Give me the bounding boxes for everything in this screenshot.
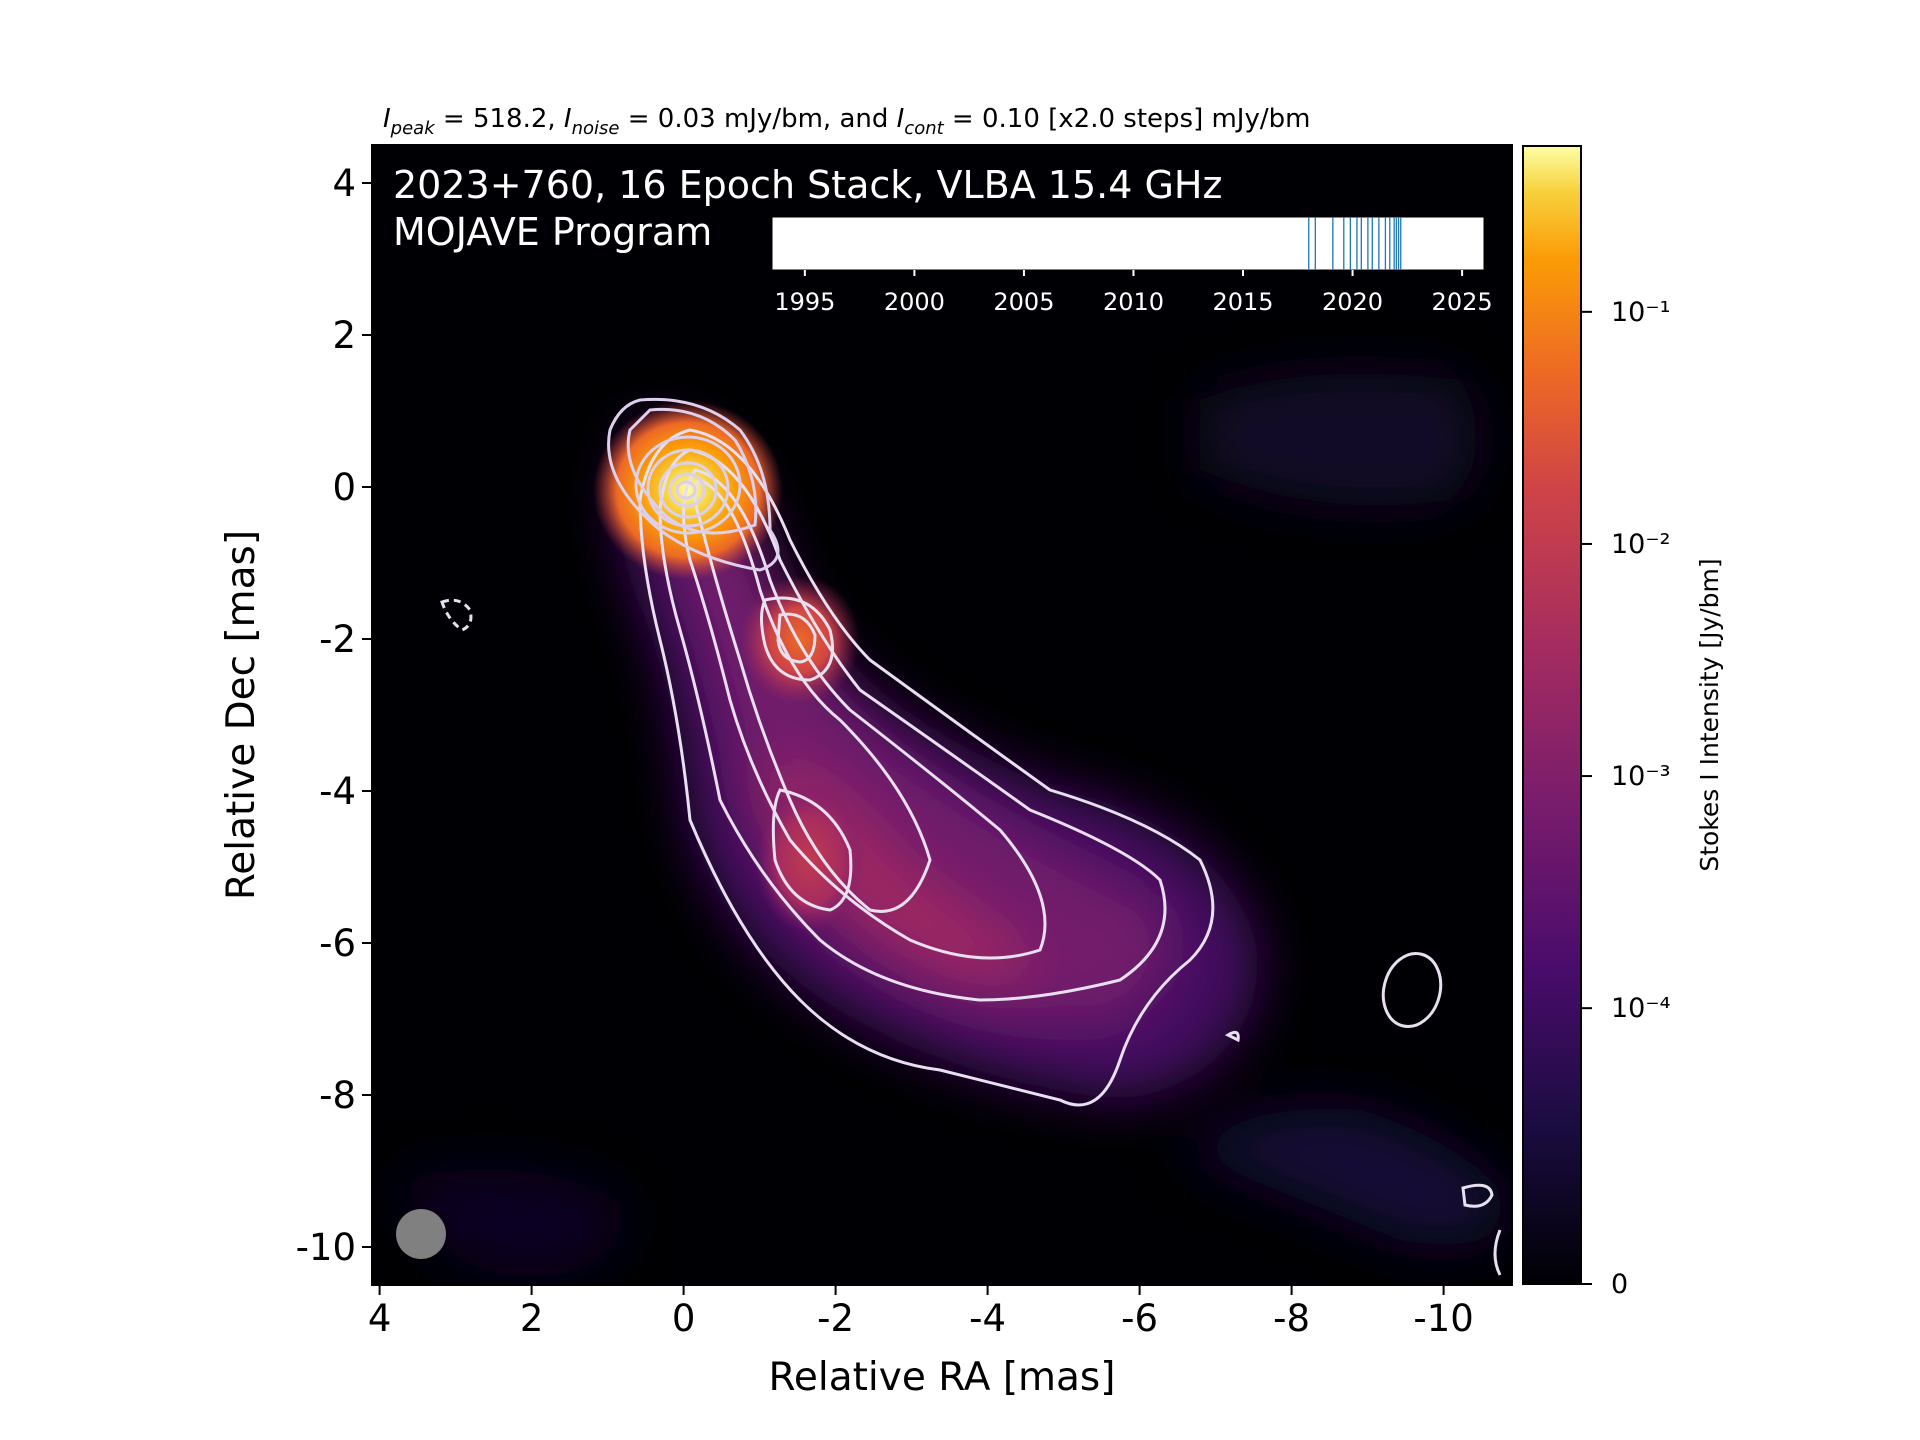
map-subtitle: MOJAVE Program — [393, 210, 712, 254]
map-title: 2023+760, 16 Epoch Stack, VLBA 15.4 GHz — [393, 163, 1222, 207]
beam-ellipse — [396, 1209, 446, 1259]
colorbar-tick-label: 10⁻³ — [1611, 761, 1670, 792]
noise-label: I — [564, 104, 572, 134]
timeline-tick-label: 2005 — [993, 288, 1054, 316]
intensity-map — [372, 145, 1512, 1285]
colorbar-ticks: 10⁻¹ 10⁻² 10⁻³ 10⁻⁴ 0 — [1581, 297, 1670, 1300]
x-tick-label: 0 — [672, 1297, 696, 1340]
timeline-tick-label: 1995 — [774, 288, 835, 316]
contour-2 — [658, 448, 1167, 1002]
cont-value: = 0.10 [x2.0 steps] mJy/bm — [944, 104, 1311, 134]
x-ticks: 4 2 0 -2 -4 -6 -8 -10 — [368, 1285, 1474, 1340]
timeline-ticks: 1995 2000 2005 2010 2015 2020 2025 — [774, 270, 1493, 316]
y-tick-label: 2 — [332, 314, 356, 357]
x-tick-label: -4 — [969, 1297, 1006, 1340]
y-ticks: 4 2 0 -2 -4 -6 -8 -10 — [296, 162, 372, 1269]
timeline-tick-label: 2025 — [1432, 288, 1493, 316]
y-tick-label: -4 — [319, 770, 356, 813]
y-tick-label: -2 — [319, 618, 356, 661]
contour-island-1 — [1381, 952, 1443, 1028]
contour-knot-1a — [760, 596, 834, 682]
timeline-tick-label: 2015 — [1212, 288, 1273, 316]
cont-label: I — [897, 104, 905, 134]
header-stats: Ipeak = 518.2, Inoise = 0.03 mJy/bm, and… — [383, 104, 1310, 139]
colorbar-tick-label: 0 — [1611, 1269, 1628, 1300]
colorbar-label: Stokes I Intensity [Jy/bm] — [1695, 558, 1724, 871]
noise-sub: noise — [572, 118, 620, 139]
x-tick-label: 4 — [368, 1297, 392, 1340]
colorbar-tick-label: 10⁻¹ — [1611, 297, 1670, 328]
y-tick-label: -10 — [296, 1226, 356, 1269]
timeline-tick-label: 2010 — [1103, 288, 1164, 316]
y-tick-label: 0 — [332, 466, 356, 509]
contour-edge — [1493, 1229, 1502, 1276]
y-tick-label: -6 — [319, 922, 356, 965]
contour-1 — [638, 428, 1215, 1107]
timeline-tick-label: 2020 — [1322, 288, 1383, 316]
peak-value: = 518.2, — [435, 104, 564, 134]
contours — [440, 428, 1502, 1276]
contour-island-2 — [1461, 1183, 1494, 1208]
cont-sub: cont — [904, 118, 944, 139]
x-axis-label: Relative RA [mas] — [769, 1355, 1116, 1400]
contour-knot-1b — [776, 612, 817, 664]
plot-frame — [371, 144, 1513, 1286]
x-tick-label: -2 — [817, 1297, 854, 1340]
timeline-box — [771, 216, 1485, 271]
core-contours — [607, 397, 780, 572]
y-axis-label: Relative Dec [mas] — [219, 530, 264, 900]
colorbar-gradient — [1522, 145, 1582, 1285]
contour-negative — [440, 598, 473, 632]
colorbar: 10⁻¹ 10⁻² 10⁻³ 10⁻⁴ 0 Stokes I Intensity [Jy… — [1522, 145, 1724, 1300]
y-tick-label: 4 — [332, 162, 356, 205]
jet-knot-1 — [740, 575, 860, 705]
peak-label: I — [383, 104, 391, 134]
x-tick-label: -10 — [1413, 1297, 1473, 1340]
x-tick-label: -8 — [1273, 1297, 1310, 1340]
peak-sub: peak — [390, 118, 437, 139]
timeline-tick-label: 2000 — [884, 288, 945, 316]
x-tick-label: 2 — [520, 1297, 544, 1340]
contour-3 — [682, 468, 1047, 960]
epoch-timeline: 1995 2000 2005 2010 2015 2020 2025 — [771, 216, 1493, 316]
x-tick-label: -6 — [1121, 1297, 1158, 1340]
y-tick-label: -8 — [319, 1074, 356, 1117]
colorbar-tick-label: 10⁻² — [1611, 529, 1670, 560]
contour-knot-2 — [771, 788, 853, 912]
map-background — [372, 145, 1512, 1285]
colorbar-tick-label: 10⁻⁴ — [1611, 993, 1670, 1024]
epoch-lines — [1308, 217, 1402, 270]
contour-speck — [1224, 1030, 1240, 1043]
noise-value: = 0.03 mJy/bm, and — [619, 104, 896, 134]
